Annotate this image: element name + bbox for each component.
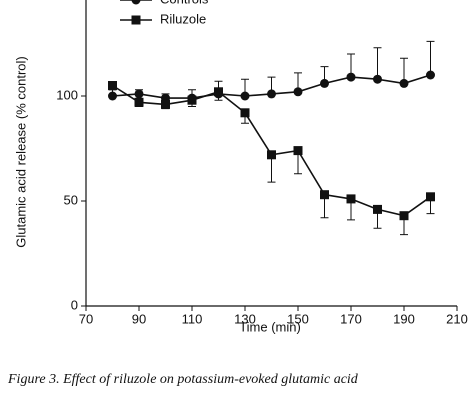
data-point: [240, 108, 250, 118]
x-tick-label: 170: [340, 311, 362, 326]
x-tick-label: 70: [79, 311, 93, 326]
x-axis-label: Time (min): [239, 319, 301, 334]
data-point: [161, 99, 170, 109]
legend-label: Riluzole: [160, 11, 206, 26]
data-point: [134, 97, 144, 107]
y-axis-label: Glutamic acid release (% control): [13, 56, 28, 247]
data-point: [346, 194, 356, 204]
data-point: [373, 204, 382, 214]
x-tick-label: 210: [446, 311, 468, 326]
data-point: [240, 91, 250, 101]
legend-label: Controls: [160, 0, 209, 6]
y-tick-label: 0: [71, 297, 78, 312]
data-point: [267, 89, 276, 99]
data-point: [373, 74, 382, 84]
data-point: [293, 87, 303, 97]
x-tick-label: 90: [132, 311, 146, 326]
data-point: [346, 72, 356, 82]
data-point: [399, 211, 409, 221]
data-point: [134, 89, 144, 99]
data-point: [108, 91, 117, 101]
error-bar: [373, 47, 382, 80]
y-tick-label: 50: [64, 192, 78, 207]
data-point: [214, 87, 223, 97]
data-point: [293, 146, 303, 156]
data-point: [399, 78, 409, 88]
x-tick-label: 150: [287, 311, 309, 326]
x-tick-label: 130: [234, 311, 256, 326]
error-bar: [267, 154, 276, 183]
caption: Figure 3. Effect of riluzole on potassiu…: [7, 372, 359, 387]
y-tick-label: 100: [56, 87, 78, 102]
legend-marker: [131, 15, 141, 25]
data-point: [108, 81, 117, 90]
data-point: [426, 70, 435, 80]
data-point: [320, 190, 329, 200]
data-point: [426, 192, 435, 202]
data-point: [187, 95, 197, 105]
error-bar: [426, 40, 435, 75]
legend-marker: [131, 0, 141, 5]
x-tick-label: 110: [182, 311, 203, 326]
data-point: [267, 150, 276, 160]
data-point: [320, 78, 329, 88]
x-tick-label: 190: [393, 311, 415, 326]
